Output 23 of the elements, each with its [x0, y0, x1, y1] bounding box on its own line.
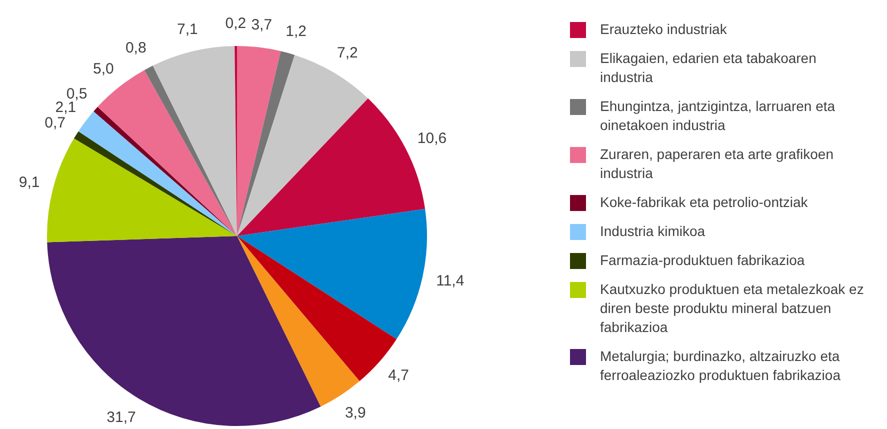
legend-label: Ehungintza, jantzigintza, larruaren eta oinetakoen industria [600, 97, 836, 135]
data-label: 3,9 [344, 404, 366, 422]
data-label: 0,8 [125, 40, 146, 57]
data-label: 1,2 [286, 22, 306, 40]
data-label: 10,6 [417, 130, 447, 147]
legend-label: Farmazia-produktuen fabrikazioa [600, 251, 806, 270]
legend-label: Elikagaien, edarien eta tabakoaren industria [600, 49, 818, 87]
data-label: 7,2 [337, 44, 358, 62]
legend-label: Erauzteko industriak [600, 20, 728, 39]
data-label: 4,7 [388, 367, 409, 384]
legend-label: Zuraren, paperaren eta arte grafikoen industria [600, 145, 834, 183]
legend-label: Koke-fabrikak eta petrolio-ontziak [600, 193, 809, 212]
data-label: 11,4 [436, 272, 464, 290]
data-label: 5,0 [93, 60, 114, 78]
data-label: 7,1 [177, 21, 198, 38]
data-label: 0,2 [225, 15, 246, 32]
data-label: 9,1 [18, 174, 40, 192]
data-label: 31,7 [106, 408, 136, 426]
data-label: 0,7 [44, 114, 66, 132]
legend-label: Industria kimikoa [600, 222, 706, 241]
legend-label: Kautxuzko produktuen eta metalezkoak ez diren beste produktu mineral batzuen fabrikazioa [600, 280, 865, 337]
legend-label: Metalurgia; burdinazko, altzairuzko eta ferroaleaziozko produktuen fabrikazioa [600, 347, 842, 385]
data-label: 3,7 [251, 16, 272, 34]
